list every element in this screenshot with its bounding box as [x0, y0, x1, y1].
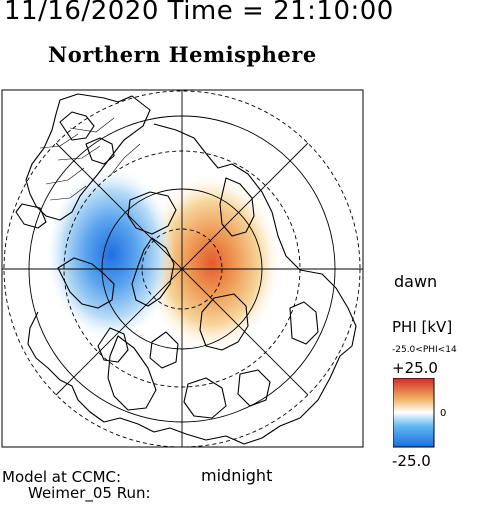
- midnight-label: midnight: [201, 466, 273, 485]
- model-label: Model at CCMC:: [2, 468, 122, 486]
- colorbar-gradient: [393, 378, 435, 448]
- colorbar-zero-label: 0: [440, 408, 447, 419]
- hemisphere-title: Northern Hemisphere: [48, 42, 317, 67]
- colorbar-title: PHI [kV]: [392, 318, 453, 336]
- colorbar-max-label: +25.0: [392, 359, 438, 377]
- run-label: Weimer_05 Run:: [28, 484, 151, 502]
- colorbar-range-label: -25.0<PHI<14: [392, 345, 457, 355]
- colorbar: [393, 378, 435, 448]
- coastlines: [15, 93, 357, 445]
- datetime-title: 11/16/2020 Time = 21:10:00: [4, 0, 394, 26]
- border-lines: [39, 117, 141, 201]
- dawn-label: dawn: [394, 272, 438, 291]
- negative-potential-cell: [47, 168, 175, 340]
- polar-potential-map: [1, 89, 364, 448]
- grid-meridians: [2, 90, 363, 447]
- colorbar-min-label: -25.0: [392, 452, 431, 470]
